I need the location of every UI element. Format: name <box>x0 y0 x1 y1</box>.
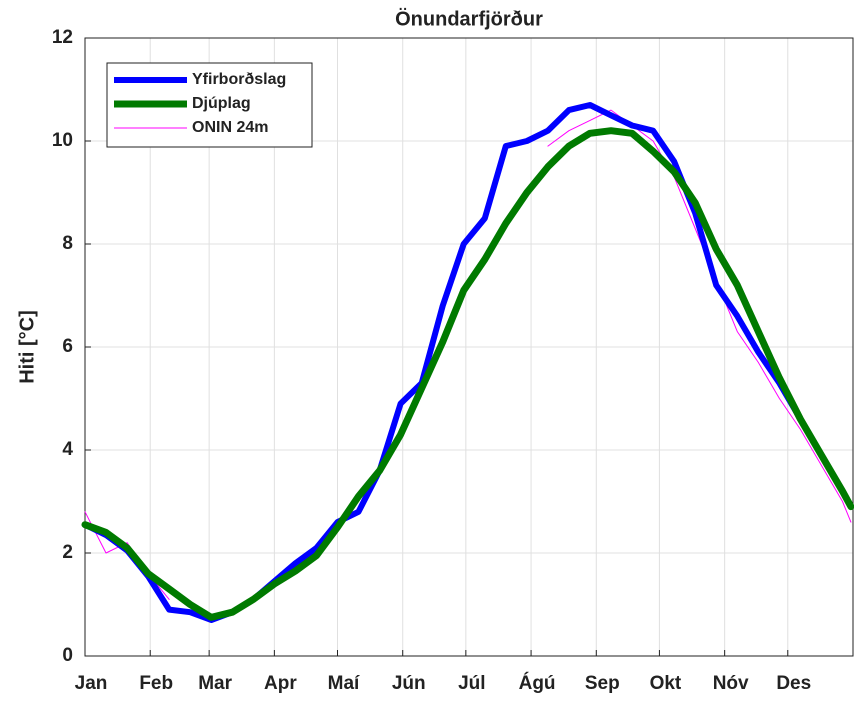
legend-label: Djúplag <box>192 95 251 112</box>
y-tick-label: 6 <box>62 336 73 357</box>
x-tick-label: Jan <box>75 673 108 694</box>
data-line <box>82 102 854 623</box>
legend-label: Yfirborðslag <box>192 71 286 88</box>
y-tick-label: 12 <box>52 27 73 48</box>
chart-title: Önundarfjörður <box>395 7 543 30</box>
y-tick-label: 4 <box>62 439 73 460</box>
x-tick-label: Sep <box>585 673 620 694</box>
y-axis-label: Hiti [°C] <box>16 310 38 384</box>
x-tick-label: Apr <box>264 673 297 694</box>
legend-label: ONIN 24m <box>192 119 268 136</box>
y-tick-label: 2 <box>62 542 73 563</box>
data-line <box>84 109 852 600</box>
x-tick-label: Júl <box>458 673 485 694</box>
plot-frame <box>84 37 854 657</box>
y-tick-label: 0 <box>62 645 73 666</box>
x-tick-label: Jún <box>392 673 426 694</box>
x-tick-label: Mar <box>198 673 232 694</box>
x-tick-label: Feb <box>139 673 173 694</box>
y-tick-label: 8 <box>62 233 73 254</box>
data-line <box>81 127 854 621</box>
x-tick-label: Des <box>776 673 811 694</box>
x-tick-label: Ágú <box>519 672 556 694</box>
x-tick-label: Nóv <box>713 673 749 694</box>
x-tick-label: Maí <box>328 673 360 694</box>
y-tick-label: 10 <box>52 130 73 151</box>
x-tick-label: Okt <box>650 673 682 694</box>
